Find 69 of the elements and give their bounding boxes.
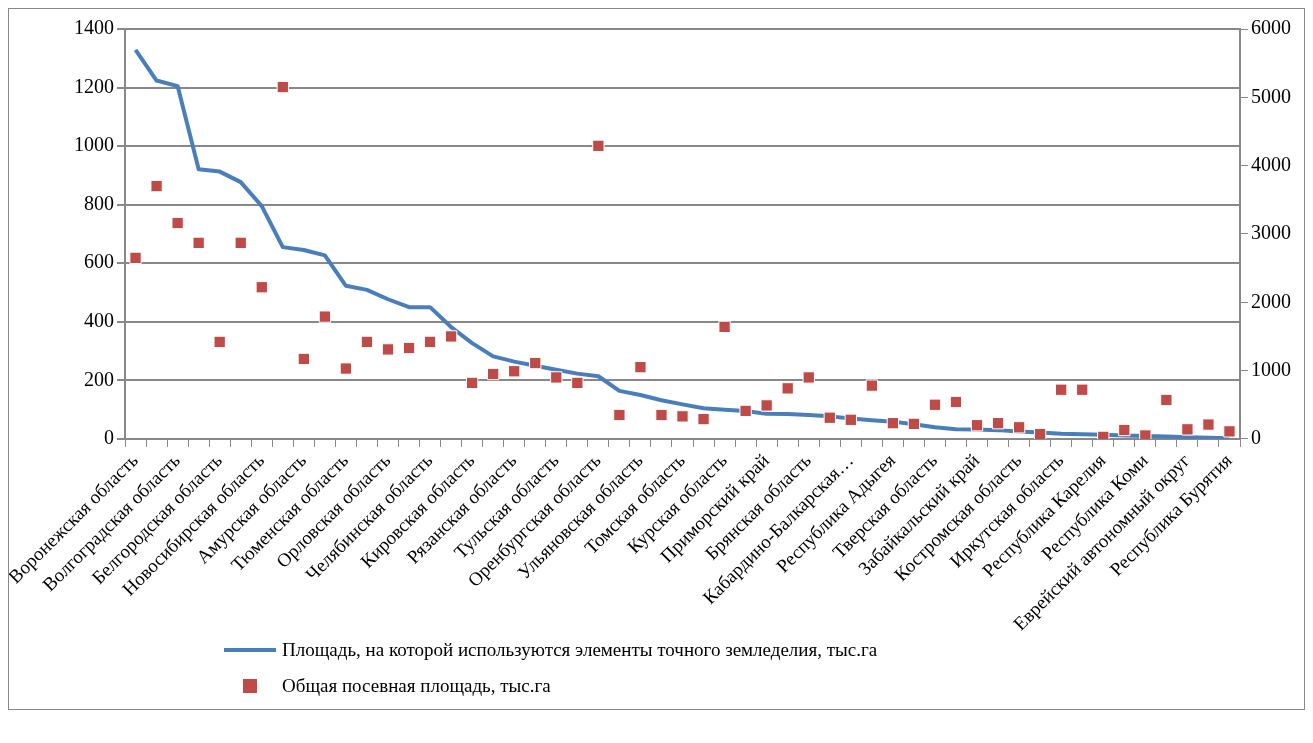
point <box>171 216 184 230</box>
point <box>1012 421 1026 434</box>
point <box>360 335 374 349</box>
y-tick-label: 200 <box>84 367 115 390</box>
point <box>129 251 142 265</box>
point <box>1033 427 1047 439</box>
point <box>1160 393 1173 407</box>
point <box>613 408 626 422</box>
point <box>276 80 289 94</box>
y2-tick-label: 6000 <box>1251 16 1291 39</box>
point <box>550 371 563 384</box>
point <box>865 379 879 392</box>
point <box>592 139 605 152</box>
y2-tick-label: 2000 <box>1251 289 1291 312</box>
point <box>297 352 310 366</box>
legend-label: Площадь, на которой используются элементы точного земледелия, тыс.га <box>282 639 878 661</box>
point <box>760 399 773 412</box>
point <box>823 411 836 424</box>
point <box>487 367 500 381</box>
point <box>444 330 458 343</box>
point <box>234 236 247 249</box>
point <box>802 371 815 384</box>
point <box>676 410 689 423</box>
y-tick-label: 800 <box>84 191 115 214</box>
point <box>1139 429 1152 439</box>
point <box>465 376 479 390</box>
point <box>781 382 794 395</box>
point <box>192 236 205 249</box>
point <box>634 361 647 374</box>
point <box>381 343 395 356</box>
point <box>1118 423 1131 437</box>
point <box>318 310 332 323</box>
point <box>991 417 1005 430</box>
point <box>655 408 668 422</box>
point <box>1076 383 1089 396</box>
y2-tick-label: 3000 <box>1251 221 1291 244</box>
legend-label: Общая посевная площадь, тыс.га <box>282 675 551 697</box>
y2-tick-label: 0 <box>1251 426 1261 449</box>
point <box>423 335 437 349</box>
point <box>1202 418 1215 431</box>
point <box>928 398 942 411</box>
y-tick-label: 0 <box>104 426 115 449</box>
point <box>402 341 416 355</box>
point <box>571 376 584 390</box>
y2-tick-label: 4000 <box>1251 152 1291 175</box>
point <box>1055 383 1068 396</box>
point <box>697 412 710 426</box>
y-tick-label: 1400 <box>74 16 115 39</box>
point <box>907 417 921 431</box>
y-tick-label: 1000 <box>74 133 115 156</box>
point <box>508 365 521 378</box>
point <box>739 404 752 418</box>
point <box>886 417 900 430</box>
point <box>150 179 163 193</box>
point <box>213 335 226 349</box>
point <box>970 419 984 432</box>
point <box>339 362 353 375</box>
y-tick-label: 400 <box>84 309 115 332</box>
point <box>255 281 268 294</box>
point <box>1223 425 1236 438</box>
point <box>718 320 731 334</box>
y2-tick-label: 1000 <box>1251 357 1291 380</box>
point <box>949 395 963 409</box>
point <box>844 413 857 426</box>
point <box>1181 423 1194 436</box>
y-tick-label: 600 <box>84 250 115 273</box>
y2-tick-label: 5000 <box>1251 84 1291 107</box>
y-tick-label: 1200 <box>74 74 115 97</box>
point <box>529 356 542 370</box>
